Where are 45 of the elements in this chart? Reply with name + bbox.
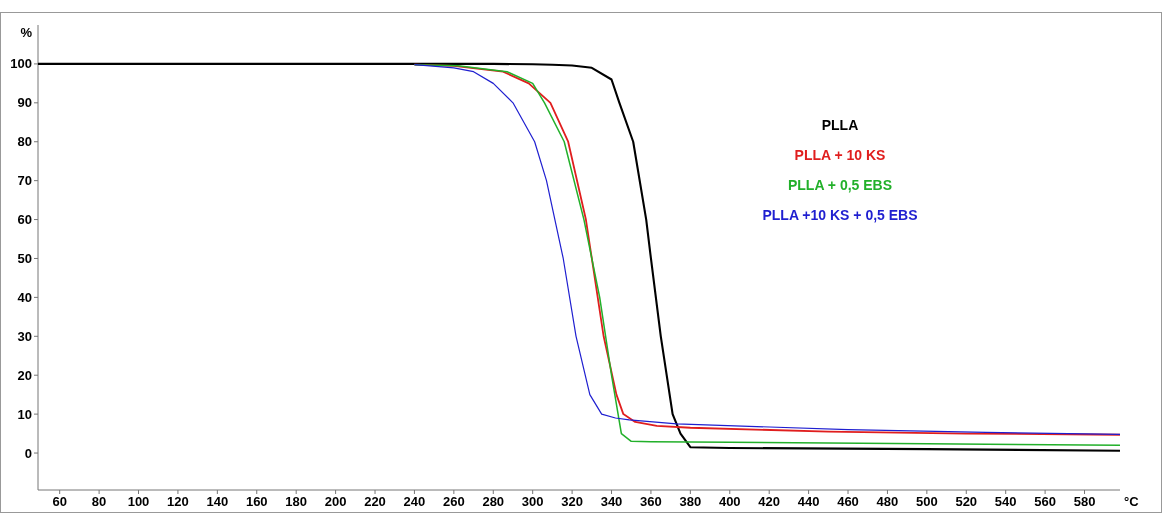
x-tick-label: 560 — [1034, 494, 1056, 509]
x-tick-label: 280 — [482, 494, 505, 509]
x-tick-label: 460 — [837, 494, 859, 509]
x-tick-label: 160 — [245, 494, 268, 509]
x-tick-label: 200 — [324, 494, 347, 509]
y-tick-label: 80 — [17, 134, 32, 150]
x-tick-label: 120 — [167, 494, 189, 509]
x-tick-label: 540 — [994, 494, 1017, 509]
x-tick-label: 440 — [797, 494, 820, 509]
text: PLLA +10 KS + 0,5 EBS — [762, 207, 918, 223]
x-tick-label: 400 — [718, 494, 741, 509]
y-tick-label: 30 — [17, 328, 32, 344]
x-tick-label: 140 — [206, 494, 229, 509]
x-tick-label: 100 — [127, 494, 150, 509]
x-tick-label: 220 — [364, 494, 386, 509]
y-axis-title: % — [20, 25, 33, 40]
x-tick-label: 420 — [758, 494, 781, 509]
x-tick-label: 380 — [679, 494, 702, 509]
x-tick-label: 80 — [91, 494, 107, 509]
x-tick-label: 300 — [521, 494, 544, 509]
y-tick-label: 60 — [17, 212, 32, 228]
y-tick-label: 10 — [17, 406, 32, 422]
x-tick-label: 520 — [955, 494, 978, 509]
y-tick-label: 70 — [17, 173, 32, 189]
x-tick-label: 260 — [443, 494, 465, 509]
y-tick-label: 50 — [17, 251, 32, 267]
text: PLLA + 0,5 EBS — [787, 177, 893, 193]
x-tick-label: 340 — [600, 494, 623, 509]
x-tick-label: 500 — [916, 494, 938, 509]
x-axis-title: °C — [1124, 494, 1140, 509]
x-tick-label: 180 — [285, 494, 308, 509]
line-series — [36, 62, 1122, 452]
x-tick-label: 580 — [1073, 494, 1096, 509]
y-tick-label: 0 — [24, 445, 32, 461]
y-tick-label: 100 — [10, 56, 32, 72]
x-tick-label: 320 — [561, 494, 583, 509]
y-tick-label: 40 — [17, 289, 32, 305]
x-tick-label: 360 — [640, 494, 662, 509]
text: PLLA — [821, 117, 859, 133]
text: PLLA + 10 KS — [794, 147, 886, 163]
x-tick-label: 480 — [876, 494, 899, 509]
y-tick-label: 90 — [17, 95, 32, 111]
x-tick-label: 60 — [52, 494, 67, 509]
y-tick-label: 20 — [17, 367, 32, 383]
x-tick-label: 240 — [403, 494, 426, 509]
